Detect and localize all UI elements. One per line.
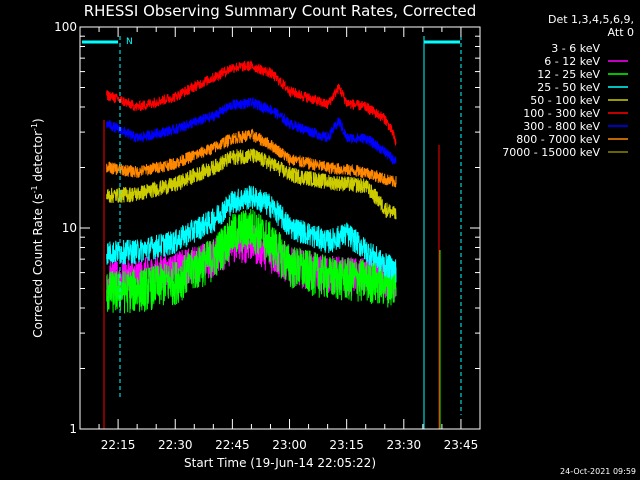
legend-header-attenuator: Att 0 [608,26,634,39]
x-tick-label: 23:15 [329,438,364,452]
y-tick-label: 1 [69,422,77,436]
x-axis: 22:15 22:30 22:45 23:00 23:15 23:30 23:45 [98,27,481,452]
attenuator-overlay: N [82,36,462,429]
chart-title: RHESSI Observing Summary Count Rates, Co… [84,2,477,20]
series-line [106,128,397,188]
legend-label: 300 - 800 keV [523,120,600,133]
timestamp: 24-Oct-2021 09:59 [560,467,636,476]
legend-label: 7000 - 15000 keV [502,146,600,159]
x-axis-label: Start Time (19-Jun-14 22:05:22) [184,456,376,470]
series-line [106,273,397,320]
y-axis-label: Corrected Count Rate (s-1 detector-1) [30,118,45,337]
series-traces [106,60,397,320]
legend-label: 25 - 50 keV [537,81,600,94]
annotation-n: N [126,37,133,47]
series-line [106,60,397,146]
legend-label: 6 - 12 keV [544,55,600,68]
y-tick-label: 10 [62,221,77,235]
legend-label: 50 - 100 keV [530,94,600,107]
legend-header-detectors: Det 1,3,4,5,6,9, [548,13,634,26]
x-tick-label: 22:15 [101,438,136,452]
x-tick-label: 23:00 [272,438,307,452]
plot-area [80,27,480,429]
legend-label: 100 - 300 keV [523,107,600,120]
series-line [106,208,397,314]
y-tick-label: 100 [54,20,77,34]
y-axis: 1 10 100 [54,20,480,436]
x-tick-label: 23:30 [387,438,422,452]
plot-background [80,27,480,429]
x-tick-label: 22:45 [215,438,250,452]
series-line [106,185,397,283]
x-tick-label: 23:45 [444,438,479,452]
legend-label: 12 - 25 keV [537,68,600,81]
series-line [106,148,397,220]
x-tick-label: 22:30 [158,438,193,452]
legend-label: 3 - 6 keV [551,42,600,55]
legend-label: 800 - 7000 keV [516,133,600,146]
series-line [106,96,397,165]
